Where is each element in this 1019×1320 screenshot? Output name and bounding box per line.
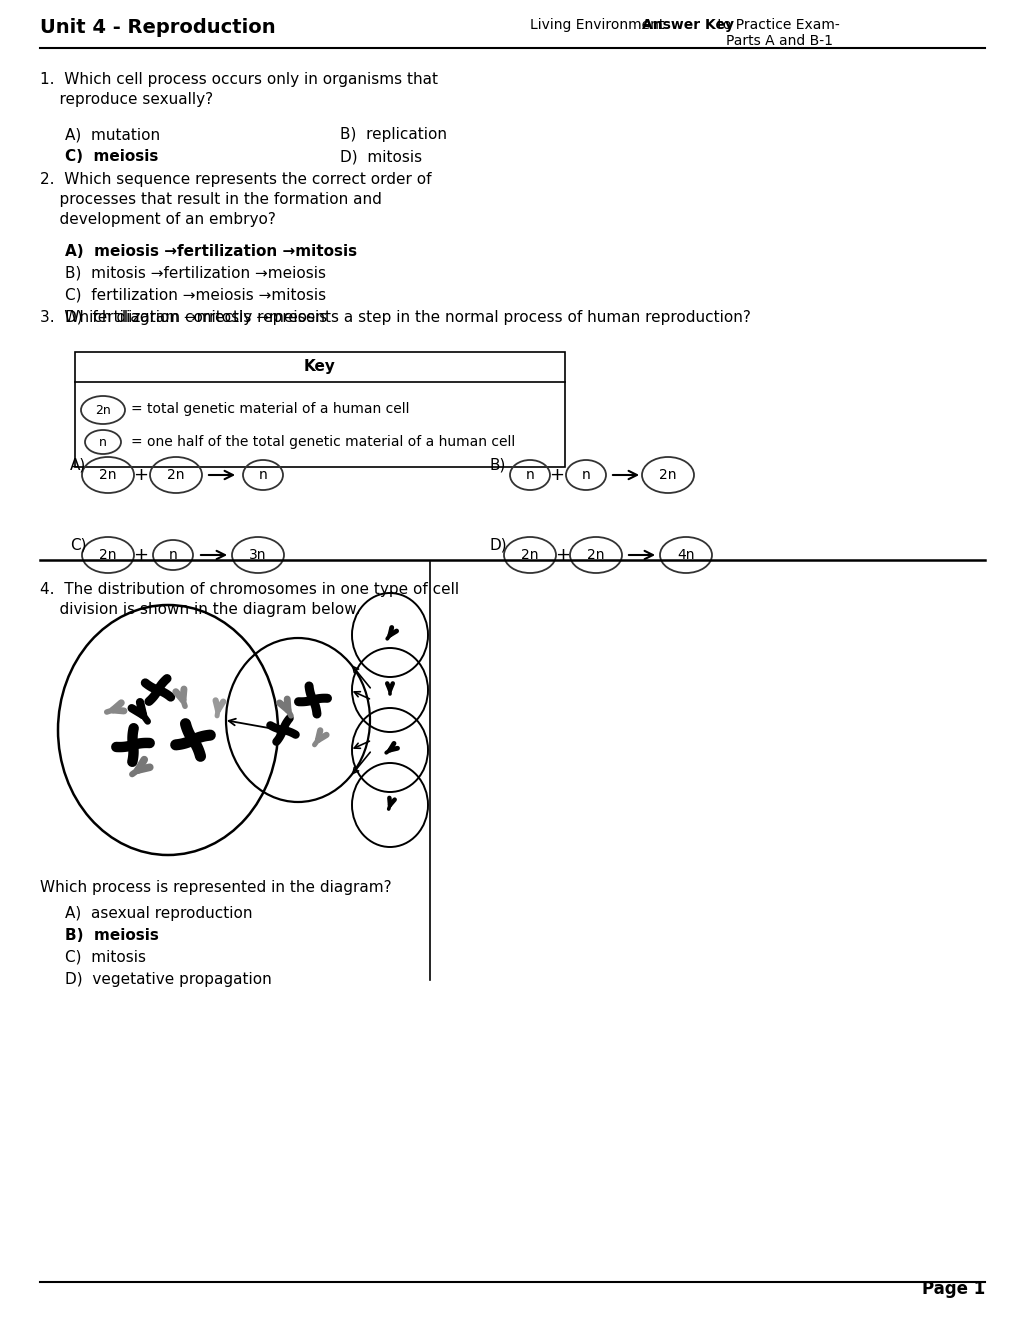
Text: Living Environment: Living Environment: [530, 18, 668, 32]
Text: C): C): [70, 537, 87, 553]
Text: = total genetic material of a human cell: = total genetic material of a human cell: [130, 403, 409, 416]
Text: 3n: 3n: [249, 548, 267, 562]
Text: A)  meiosis →fertilization →mitosis: A) meiosis →fertilization →mitosis: [65, 244, 357, 259]
Text: reproduce sexually?: reproduce sexually?: [40, 92, 213, 107]
Text: to Practice Exam-: to Practice Exam-: [712, 18, 839, 32]
Text: B)  replication: B) replication: [339, 127, 446, 143]
Text: C)  meiosis: C) meiosis: [65, 149, 158, 164]
Text: B)  mitosis →fertilization →meiosis: B) mitosis →fertilization →meiosis: [65, 267, 326, 281]
Text: C)  fertilization →meiosis →mitosis: C) fertilization →meiosis →mitosis: [65, 288, 326, 304]
Text: +: +: [555, 546, 570, 564]
Text: n: n: [581, 469, 590, 482]
Text: A)  mutation: A) mutation: [65, 127, 160, 143]
Text: = one half of the total genetic material of a human cell: = one half of the total genetic material…: [130, 436, 515, 449]
Text: +: +: [133, 546, 149, 564]
Text: n: n: [99, 436, 107, 449]
Text: B)  meiosis: B) meiosis: [65, 928, 159, 942]
Text: A)  asexual reproduction: A) asexual reproduction: [65, 906, 253, 921]
Text: C)  mitosis: C) mitosis: [65, 950, 146, 965]
Text: n: n: [168, 548, 177, 562]
Text: +: +: [133, 466, 149, 484]
Text: 2n: 2n: [658, 469, 676, 482]
Text: 2n: 2n: [99, 548, 116, 562]
Text: Unit 4 - Reproduction: Unit 4 - Reproduction: [40, 18, 275, 37]
Text: Key: Key: [304, 359, 335, 375]
Text: 2n: 2n: [587, 548, 604, 562]
Text: A): A): [70, 458, 87, 473]
Text: D)  fertilization →mitosis →meiosis: D) fertilization →mitosis →meiosis: [65, 310, 327, 325]
Text: Answer Key: Answer Key: [641, 18, 734, 32]
Text: 1.  Which cell process occurs only in organisms that: 1. Which cell process occurs only in org…: [40, 73, 437, 87]
Text: +: +: [549, 466, 564, 484]
Text: development of an embryo?: development of an embryo?: [40, 213, 275, 227]
Text: Parts A and B-1: Parts A and B-1: [726, 34, 833, 48]
Text: 2n: 2n: [167, 469, 184, 482]
Text: 2n: 2n: [521, 548, 538, 562]
Text: 2n: 2n: [99, 469, 116, 482]
Text: 4n: 4n: [677, 548, 694, 562]
Bar: [75, 352, 565, 467]
Text: B): B): [489, 458, 505, 473]
Text: 4.  The distribution of chromosomes in one type of cell: 4. The distribution of chromosomes in on…: [40, 582, 459, 597]
Text: 3.  Which diagram correctly represents a step in the normal process of human rep: 3. Which diagram correctly represents a …: [40, 310, 750, 325]
Text: D)  vegetative propagation: D) vegetative propagation: [65, 972, 271, 987]
Text: n: n: [259, 469, 267, 482]
Text: Page 1: Page 1: [921, 1280, 984, 1298]
Text: n: n: [525, 469, 534, 482]
Text: Which process is represented in the diagram?: Which process is represented in the diag…: [40, 880, 391, 895]
Text: 2n: 2n: [95, 404, 111, 417]
Text: D)  mitosis: D) mitosis: [339, 149, 422, 164]
Text: D): D): [489, 537, 507, 553]
Text: division is shown in the diagram below.: division is shown in the diagram below.: [40, 602, 360, 616]
Text: 2.  Which sequence represents the correct order of: 2. Which sequence represents the correct…: [40, 172, 431, 187]
Text: processes that result in the formation and: processes that result in the formation a…: [40, 191, 381, 207]
